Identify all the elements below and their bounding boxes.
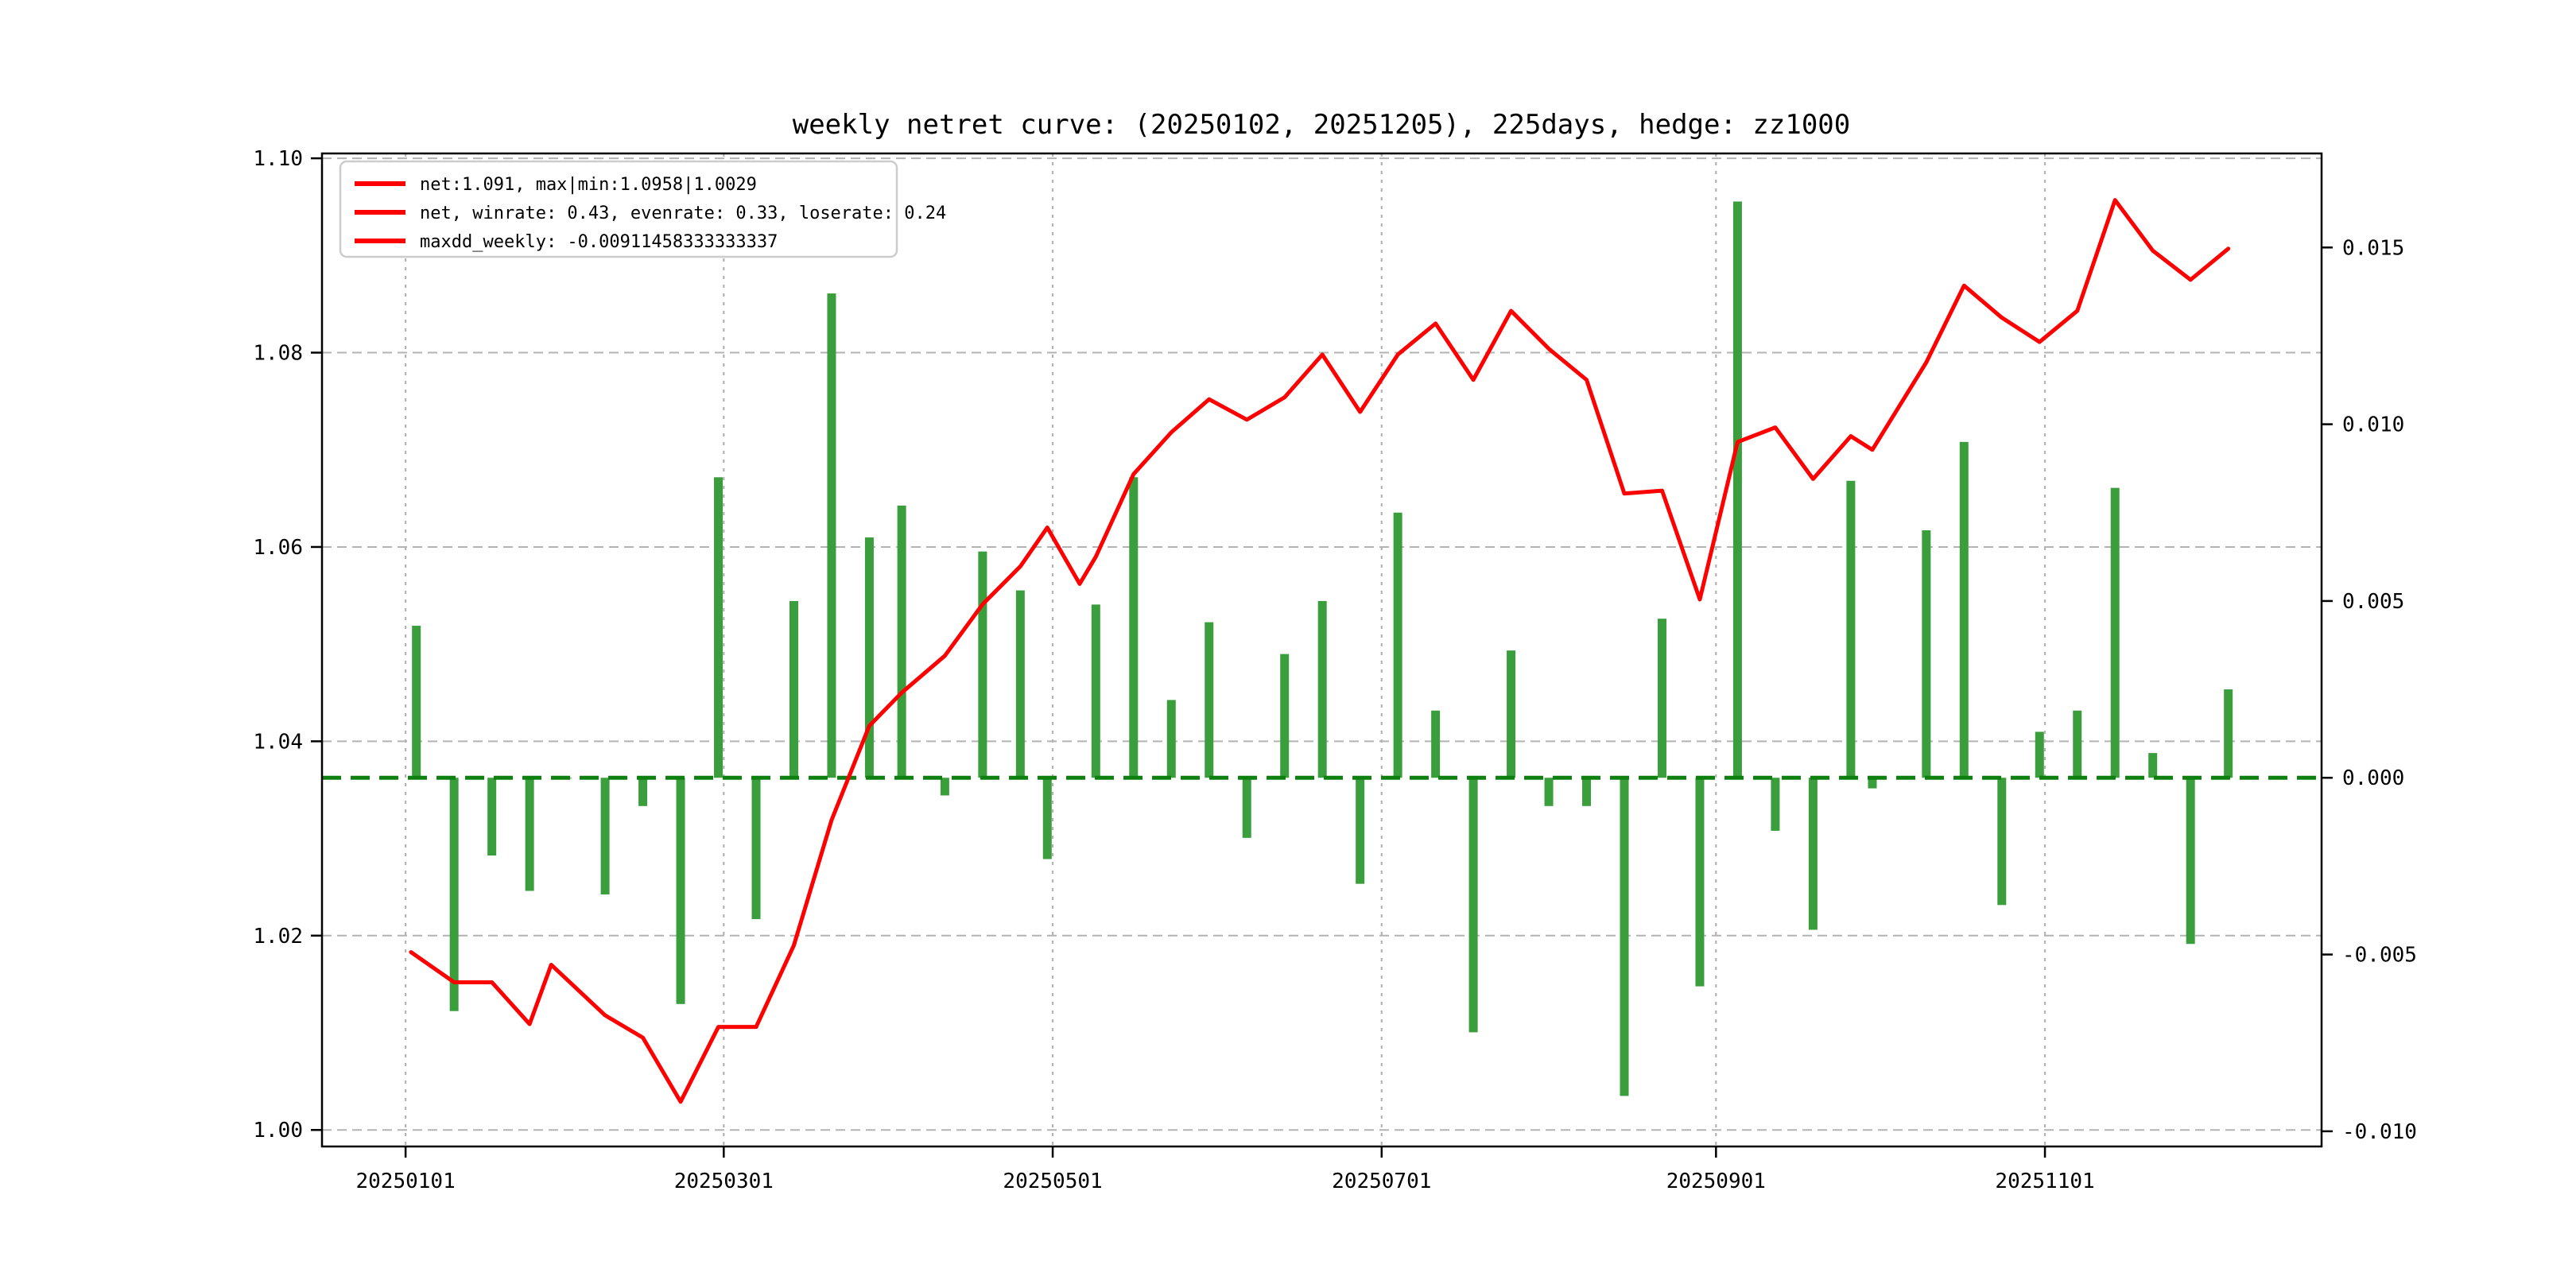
weekly-return-bars bbox=[412, 201, 2233, 1096]
y-left-tick-label: 1.06 bbox=[253, 536, 303, 560]
weekly-return-bar bbox=[1091, 604, 1100, 778]
x-tick-label: 20250501 bbox=[1003, 1170, 1102, 1193]
weekly-return-bar bbox=[2148, 753, 2158, 778]
y-axis-right: 0.015 0.010 0.005 0.000 -0.005 -0.010 bbox=[2322, 236, 2417, 1144]
weekly-return-bar bbox=[1868, 778, 1877, 789]
weekly-return-bar bbox=[1166, 700, 1176, 778]
weekly-return-bar bbox=[1808, 778, 1818, 930]
weekly-return-bar bbox=[978, 551, 987, 778]
weekly-return-bar bbox=[1042, 778, 1052, 859]
weekly-return-bar bbox=[1771, 778, 1780, 831]
weekly-return-bar bbox=[1695, 778, 1705, 987]
weekly-return-bar bbox=[864, 537, 874, 778]
chart-title: weekly netret curve: (20250102, 20251205… bbox=[793, 109, 1851, 141]
y-left-tick-label: 1.04 bbox=[253, 730, 303, 754]
weekly-return-bar bbox=[1620, 778, 1629, 1096]
weekly-return-bar bbox=[638, 778, 648, 806]
weekly-return-bar bbox=[1015, 590, 1025, 778]
weekly-return-bar bbox=[1582, 778, 1592, 806]
y-axis-left: 1.00 1.02 1.04 1.06 1.08 1.10 bbox=[253, 147, 322, 1143]
weekly-return-bar bbox=[676, 778, 685, 1004]
legend-item-label: net, winrate: 0.43, evenrate: 0.33, lose… bbox=[420, 204, 946, 223]
weekly-return-bar bbox=[2035, 731, 2044, 778]
y-left-tick-label: 1.10 bbox=[253, 147, 303, 171]
weekly-return-bar bbox=[1507, 650, 1516, 778]
y-right-tick-label: 0.000 bbox=[2342, 766, 2404, 790]
y-right-tick-label: 0.015 bbox=[2342, 236, 2404, 260]
weekly-return-bar bbox=[751, 778, 761, 920]
x-axis: 20250101 20250301 20250501 20250701 20250901… bbox=[356, 1146, 2095, 1193]
weekly-return-bar bbox=[1732, 201, 1742, 778]
weekly-return-bar bbox=[449, 778, 459, 1011]
weekly-return-bar bbox=[1657, 619, 1666, 778]
weekly-return-bar bbox=[1393, 512, 1402, 778]
weekly-return-bar bbox=[487, 778, 497, 856]
legend: net:1.091, max|min:1.0958|1.0029 net, win… bbox=[339, 160, 946, 258]
weekly-return-bar bbox=[1129, 477, 1139, 778]
weekly-return-bar bbox=[525, 778, 534, 891]
weekly-return-bar bbox=[1242, 778, 1251, 838]
weekly-return-bar bbox=[827, 293, 836, 778]
net-line bbox=[409, 198, 2231, 1104]
weekly-return-bar bbox=[2224, 689, 2233, 778]
plot-area bbox=[320, 152, 2323, 1148]
weekly-return-bar bbox=[1468, 778, 1478, 1033]
weekly-return-bar bbox=[1431, 710, 1441, 778]
weekly-return-bar bbox=[2110, 487, 2120, 778]
weekly-return-bar bbox=[1846, 480, 1856, 778]
weekly-return-bar bbox=[1544, 778, 1554, 806]
x-tick-label: 20250301 bbox=[674, 1170, 774, 1193]
weekly-return-bar bbox=[1317, 600, 1327, 778]
weekly-return-bar bbox=[2073, 710, 2082, 778]
y-right-tick-label: -0.010 bbox=[2342, 1120, 2417, 1144]
y-left-tick-label: 1.00 bbox=[253, 1119, 303, 1143]
weekly-return-bar bbox=[789, 600, 798, 778]
x-tick-label: 20250901 bbox=[1666, 1170, 1766, 1193]
weekly-return-bar bbox=[2186, 778, 2195, 945]
y-left-tick-label: 1.08 bbox=[253, 342, 303, 366]
weekly-return-bar bbox=[600, 778, 610, 894]
x-tick-label: 20250101 bbox=[356, 1170, 456, 1193]
y-left-tick-label: 1.02 bbox=[253, 925, 303, 949]
weekly-return-bar bbox=[1280, 654, 1290, 778]
weekly-return-bar bbox=[714, 477, 724, 778]
weekly-return-bar bbox=[940, 778, 949, 796]
net-curve bbox=[409, 198, 2231, 1104]
legend-item-label: net:1.091, max|min:1.0958|1.0029 bbox=[420, 175, 757, 195]
weekly-return-bar bbox=[1959, 441, 1969, 778]
y-right-tick-label: 0.010 bbox=[2342, 413, 2404, 437]
weekly-return-bar bbox=[1356, 778, 1365, 884]
weekly-return-bar bbox=[897, 505, 906, 778]
legend-item-label: maxdd_weekly: -0.00911458333333337 bbox=[420, 232, 778, 252]
weekly-return-bar bbox=[1922, 530, 1931, 778]
weekly-return-bar bbox=[412, 626, 421, 778]
legend-box bbox=[339, 160, 898, 258]
x-tick-label: 20250701 bbox=[1332, 1170, 1431, 1193]
weekly-return-bar bbox=[1997, 778, 2007, 906]
y-right-tick-label: -0.005 bbox=[2342, 944, 2417, 968]
y-right-tick-label: 0.005 bbox=[2342, 590, 2404, 614]
x-tick-label: 20251101 bbox=[1995, 1170, 2094, 1193]
weekly-return-bar bbox=[1205, 622, 1214, 778]
